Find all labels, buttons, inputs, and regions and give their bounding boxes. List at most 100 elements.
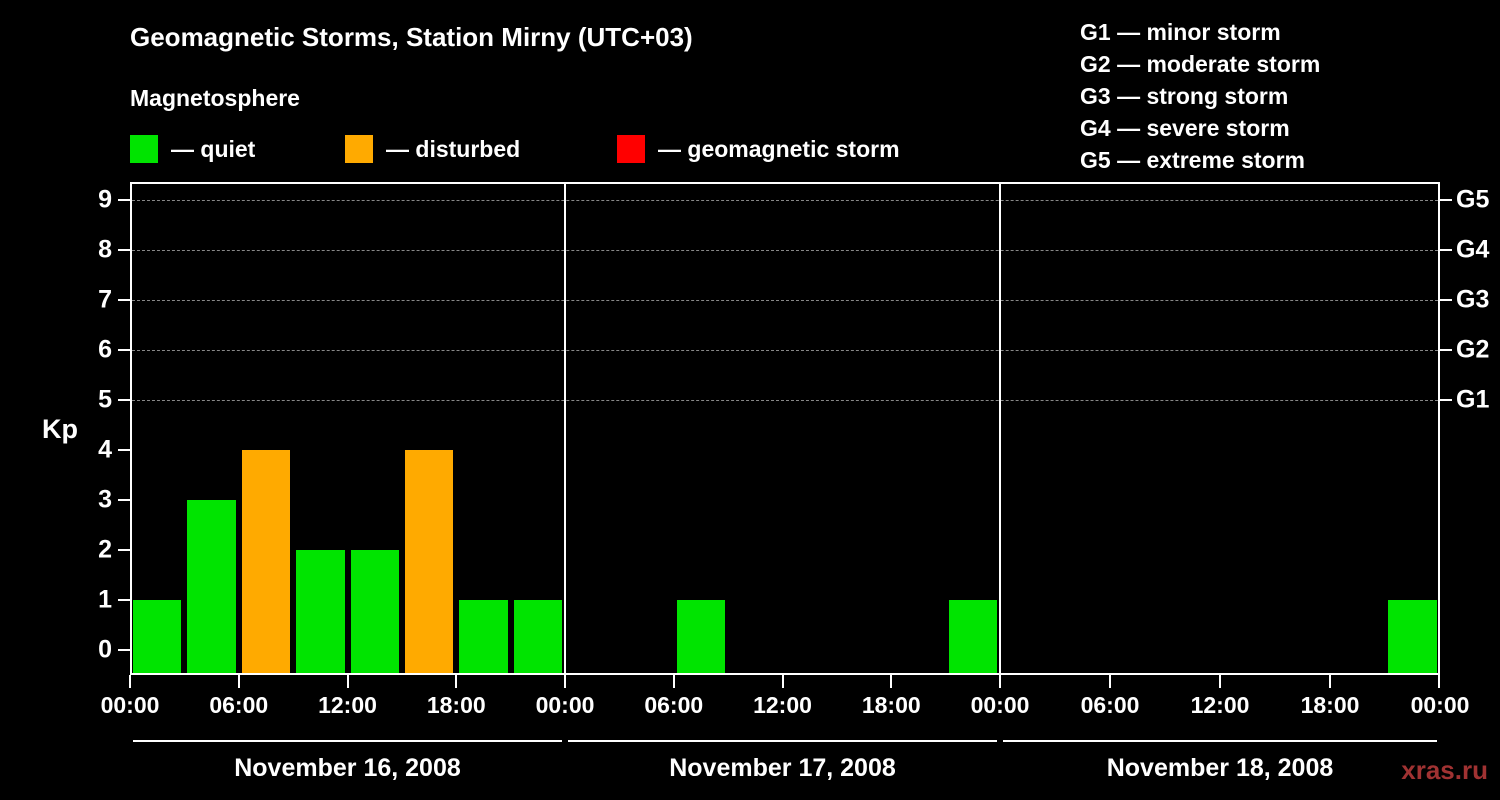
y-axis-tick-label: 5: [98, 385, 112, 414]
x-axis-tick: [781, 675, 784, 688]
x-axis-tick-label: 18:00: [861, 692, 921, 718]
plot-area: [130, 182, 1440, 675]
x-axis-tick-label: 06:00: [1080, 692, 1140, 718]
legend-item-storm: — geomagnetic storm: [617, 134, 900, 164]
x-axis-tick: [1109, 675, 1111, 688]
y-axis-tick-label: 7: [98, 285, 112, 314]
g-axis-tick-label: G2: [1456, 335, 1490, 364]
storm-swatch-icon: [617, 135, 645, 163]
legend-item-quiet: — quiet: [130, 134, 255, 164]
kp-bar: [133, 600, 182, 673]
x-axis-tick: [672, 675, 675, 688]
date-bracket: [568, 740, 997, 742]
kp-bar: [676, 600, 726, 673]
legend-label-disturbed: — disturbed: [386, 135, 521, 162]
panel-divider: [999, 182, 1001, 675]
y-axis-tick-label: 1: [98, 585, 112, 614]
x-axis-tick: [346, 675, 349, 688]
x-axis-tick-label: 12:00: [753, 692, 812, 718]
g-legend-item-g2: G2 — moderate storm: [1080, 51, 1321, 77]
y-axis-tick-label: 8: [98, 235, 112, 264]
x-axis-tick: [890, 675, 893, 688]
kp-bar: [296, 550, 345, 673]
y-axis-tick: [118, 399, 130, 401]
g-axis-tick: [1440, 399, 1452, 401]
y-axis-tick: [118, 299, 130, 301]
y-axis-tick-label: 3: [98, 485, 112, 514]
date-bracket: [133, 740, 562, 742]
y-axis-tick-label: 4: [98, 435, 112, 464]
kp-gridline: [132, 250, 1438, 251]
kp-bar: [187, 500, 236, 673]
x-axis-tick: [999, 675, 1001, 688]
g-axis-tick: [1440, 299, 1452, 301]
g-axis-tick: [1440, 199, 1452, 201]
disturbed-swatch-icon: [345, 135, 373, 163]
y-axis-tick: [118, 649, 130, 651]
g-legend-item-g4: G4 — severe storm: [1080, 115, 1290, 141]
x-axis-tick: [455, 675, 458, 688]
quiet-swatch-icon: [130, 135, 158, 163]
date-bracket: [1003, 740, 1437, 742]
y-axis-tick-label: 2: [98, 535, 112, 564]
date-label: November 17, 2008: [669, 754, 896, 782]
y-axis-tick: [118, 349, 130, 351]
kp-gridline: [132, 400, 1438, 401]
g-axis-tick: [1440, 349, 1452, 351]
x-axis-tick-label: 00:00: [535, 692, 595, 718]
g-legend-item-g3: G3 — strong storm: [1080, 83, 1289, 109]
g-legend-item-g5: G5 — extreme storm: [1080, 147, 1305, 173]
x-axis-tick: [1219, 675, 1221, 688]
g-axis-tick-label: G1: [1456, 385, 1490, 414]
y-axis-tick-label: 0: [98, 635, 112, 664]
x-axis-tick: [564, 675, 566, 688]
x-axis-tick-label: 18:00: [1300, 692, 1360, 718]
y-axis-title: Kp: [42, 414, 78, 444]
g-axis-tick: [1440, 249, 1452, 251]
g-axis-tick-label: G5: [1456, 185, 1490, 214]
y-axis-tick-label: 6: [98, 335, 112, 364]
y-axis-tick-label: 9: [98, 185, 112, 214]
date-label: November 18, 2008: [1106, 754, 1334, 782]
kp-gridline: [132, 350, 1438, 351]
kp-bar: [459, 600, 508, 673]
y-axis-tick: [118, 199, 130, 201]
legend-label-storm: — geomagnetic storm: [658, 135, 900, 162]
x-axis-tick-label: 00:00: [100, 692, 160, 718]
panel-divider: [564, 182, 566, 675]
x-axis-tick: [237, 675, 240, 688]
x-axis-tick-label: 12:00: [318, 692, 377, 718]
x-axis-tick: [1329, 675, 1331, 688]
x-axis-tick-label: 18:00: [426, 692, 486, 718]
x-axis-tick-label: 00:00: [1410, 692, 1470, 718]
legend-label-quiet: — quiet: [171, 135, 256, 162]
y-axis-tick: [118, 249, 130, 251]
kp-bar: [241, 450, 291, 673]
y-axis-tick: [118, 549, 130, 551]
x-axis-tick-label: 12:00: [1190, 692, 1250, 718]
date-label: November 16, 2008: [234, 754, 461, 782]
kp-bar: [1388, 600, 1437, 673]
kp-bar: [513, 600, 562, 673]
y-axis-tick: [118, 449, 130, 451]
g-legend-item-g1: G1 — minor storm: [1080, 19, 1281, 45]
g-axis-tick-label: G4: [1456, 235, 1490, 264]
y-axis-tick: [118, 599, 130, 601]
kp-bar: [350, 550, 399, 673]
kp-gridline: [132, 200, 1438, 201]
x-axis-tick-label: 00:00: [970, 692, 1030, 718]
g-scale-legend: G1 — minor storm G2 — moderate storm G3 …: [1080, 16, 1320, 176]
x-axis-tick: [1438, 675, 1440, 688]
g-axis-tick-label: G3: [1456, 285, 1490, 314]
x-axis-tick-label: 06:00: [644, 692, 704, 718]
legend-item-disturbed: — disturbed: [345, 134, 520, 164]
chart-subtitle: Magnetosphere: [130, 85, 300, 111]
chart-title: Geomagnetic Storms, Station Mirny (UTC+0…: [130, 22, 693, 52]
x-axis-tick: [129, 675, 131, 688]
kp-bar: [948, 600, 997, 673]
watermark: xras.ru: [1401, 755, 1488, 785]
x-axis-tick-label: 06:00: [209, 692, 269, 718]
y-axis-tick: [118, 499, 130, 501]
kp-bar: [404, 450, 454, 673]
